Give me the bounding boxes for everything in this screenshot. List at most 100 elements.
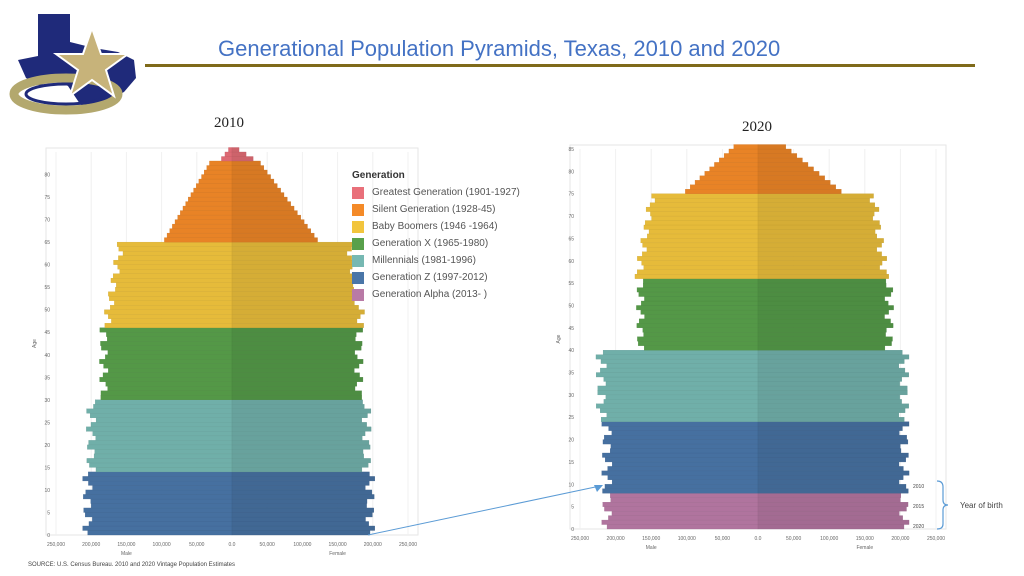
x-tick-label: 100,000 bbox=[153, 542, 171, 548]
y-tick-label: 65 bbox=[44, 240, 50, 246]
arrow-line bbox=[367, 485, 601, 536]
x-tick-label: 200,000 bbox=[891, 536, 909, 542]
star-icon bbox=[52, 24, 132, 99]
page-title: Generational Population Pyramids, Texas,… bbox=[218, 36, 781, 61]
y-tick-label: 70 bbox=[44, 218, 50, 224]
x-tick-label: 200,000 bbox=[607, 536, 625, 542]
x-tick-label: 0.0 bbox=[755, 536, 762, 542]
x-axis-label-male: Male bbox=[121, 551, 132, 557]
legend-swatch bbox=[352, 288, 364, 301]
source-note: SOURCE: U.S. Census Bureau. 2010 and 202… bbox=[28, 562, 236, 568]
y-tick-label: 25 bbox=[44, 420, 50, 426]
y-tick-label: 5 bbox=[47, 510, 50, 516]
y-tick-label: 70 bbox=[568, 214, 574, 220]
x-axis-label-female: Female bbox=[856, 545, 873, 551]
year-label-2015: 2015 bbox=[913, 504, 924, 510]
legend-label: Generation X (1965-1980) bbox=[372, 238, 489, 249]
year-of-birth-label: Year of birth bbox=[960, 501, 1003, 510]
x-tick-label: 100,000 bbox=[820, 536, 838, 542]
x-tick-label: 250,000 bbox=[47, 542, 65, 548]
x-tick-label: 200,000 bbox=[82, 542, 100, 548]
y-tick-label: 60 bbox=[568, 259, 574, 265]
x-tick-label: 100,000 bbox=[678, 536, 696, 542]
x-tick-label: 50,000 bbox=[715, 536, 731, 542]
legend-label: Baby Boomers (1946 -1964) bbox=[372, 221, 498, 232]
y-tick-label: 60 bbox=[44, 263, 50, 269]
y-tick-label: 40 bbox=[44, 353, 50, 359]
y-axis-label: Age bbox=[556, 334, 562, 343]
legend-item: Baby Boomers (1946 -1964) bbox=[352, 218, 520, 235]
y-tick-label: 0 bbox=[47, 533, 50, 539]
x-tick-label: 50,000 bbox=[189, 542, 205, 548]
y-tick-label: 35 bbox=[568, 371, 574, 377]
y-tick-label: 30 bbox=[44, 398, 50, 404]
legend-item: Greatest Generation (1901-1927) bbox=[352, 184, 520, 201]
y-tick-label: 15 bbox=[568, 460, 574, 466]
legend-swatch bbox=[352, 237, 364, 250]
y-tick-label: 10 bbox=[44, 488, 50, 494]
chart-2010-title: 2010 bbox=[214, 115, 244, 131]
title-divider bbox=[145, 64, 975, 67]
y-tick-label: 20 bbox=[568, 438, 574, 444]
legend-swatch bbox=[352, 254, 364, 267]
legend-label: Millennials (1981-1996) bbox=[372, 255, 476, 266]
y-tick-label: 25 bbox=[568, 415, 574, 421]
texas-demographic-center-logo bbox=[9, 14, 136, 115]
y-tick-label: 65 bbox=[568, 236, 574, 242]
y-tick-label: 0 bbox=[571, 527, 574, 533]
y-tick-label: 15 bbox=[44, 465, 50, 471]
legend: Generation Greatest Generation (1901-192… bbox=[352, 170, 520, 303]
bar-female-age-85 bbox=[757, 144, 786, 150]
y-tick-label: 20 bbox=[44, 443, 50, 449]
legend-title: Generation bbox=[352, 170, 405, 181]
y-tick-label: 80 bbox=[568, 169, 574, 175]
legend-item: Millennials (1981-1996) bbox=[352, 252, 520, 269]
y-tick-label: 85 bbox=[568, 147, 574, 153]
x-tick-label: 200,000 bbox=[364, 542, 382, 548]
y-tick-label: 50 bbox=[568, 303, 574, 309]
x-tick-label: 50,000 bbox=[786, 536, 802, 542]
x-axis-label-female: Female bbox=[329, 551, 346, 557]
x-tick-label: 250,000 bbox=[927, 536, 945, 542]
x-tick-label: 150,000 bbox=[856, 536, 874, 542]
y-tick-label: 30 bbox=[568, 393, 574, 399]
year-label-2010: 2010 bbox=[913, 484, 924, 490]
legend-swatch bbox=[352, 203, 364, 216]
y-tick-label: 10 bbox=[568, 482, 574, 488]
y-tick-label: 55 bbox=[568, 281, 574, 287]
y-tick-label: 50 bbox=[44, 308, 50, 314]
arrow-head-icon bbox=[594, 485, 603, 492]
y-tick-label: 55 bbox=[44, 285, 50, 291]
legend-label: Greatest Generation (1901-1927) bbox=[372, 187, 520, 198]
x-axis-label-male: Male bbox=[646, 545, 657, 551]
x-tick-label: 100,000 bbox=[293, 542, 311, 548]
y-tick-label: 35 bbox=[44, 375, 50, 381]
x-tick-label: 150,000 bbox=[117, 542, 135, 548]
x-tick-label: 150,000 bbox=[642, 536, 660, 542]
x-tick-label: 50,000 bbox=[260, 542, 276, 548]
y-tick-label: 45 bbox=[568, 326, 574, 332]
legend-label: Generation Alpha (2013- ) bbox=[372, 289, 488, 300]
y-tick-label: 75 bbox=[568, 192, 574, 198]
x-tick-label: 150,000 bbox=[329, 542, 347, 548]
y-tick-label: 80 bbox=[44, 173, 50, 179]
legend-swatch bbox=[352, 271, 364, 284]
y-axis-label: Age bbox=[32, 339, 38, 348]
bar-female-age-85 bbox=[231, 147, 240, 153]
y-tick-label: 75 bbox=[44, 195, 50, 201]
year-label-2020: 2020 bbox=[913, 524, 924, 530]
y-tick-label: 40 bbox=[568, 348, 574, 354]
x-tick-label: 0.0 bbox=[229, 542, 236, 548]
legend-item: Generation Alpha (2013- ) bbox=[352, 286, 520, 303]
legend-item: Generation X (1965-1980) bbox=[352, 235, 520, 252]
x-tick-label: 250,000 bbox=[399, 542, 417, 548]
y-tick-label: 5 bbox=[571, 505, 574, 511]
legend-swatch bbox=[352, 220, 364, 233]
legend-item: Generation Z (1997-2012) bbox=[352, 269, 520, 286]
swoosh-icon bbox=[9, 73, 123, 115]
legend-swatch bbox=[352, 186, 364, 199]
legend-item: Silent Generation (1928-45) bbox=[352, 201, 520, 218]
